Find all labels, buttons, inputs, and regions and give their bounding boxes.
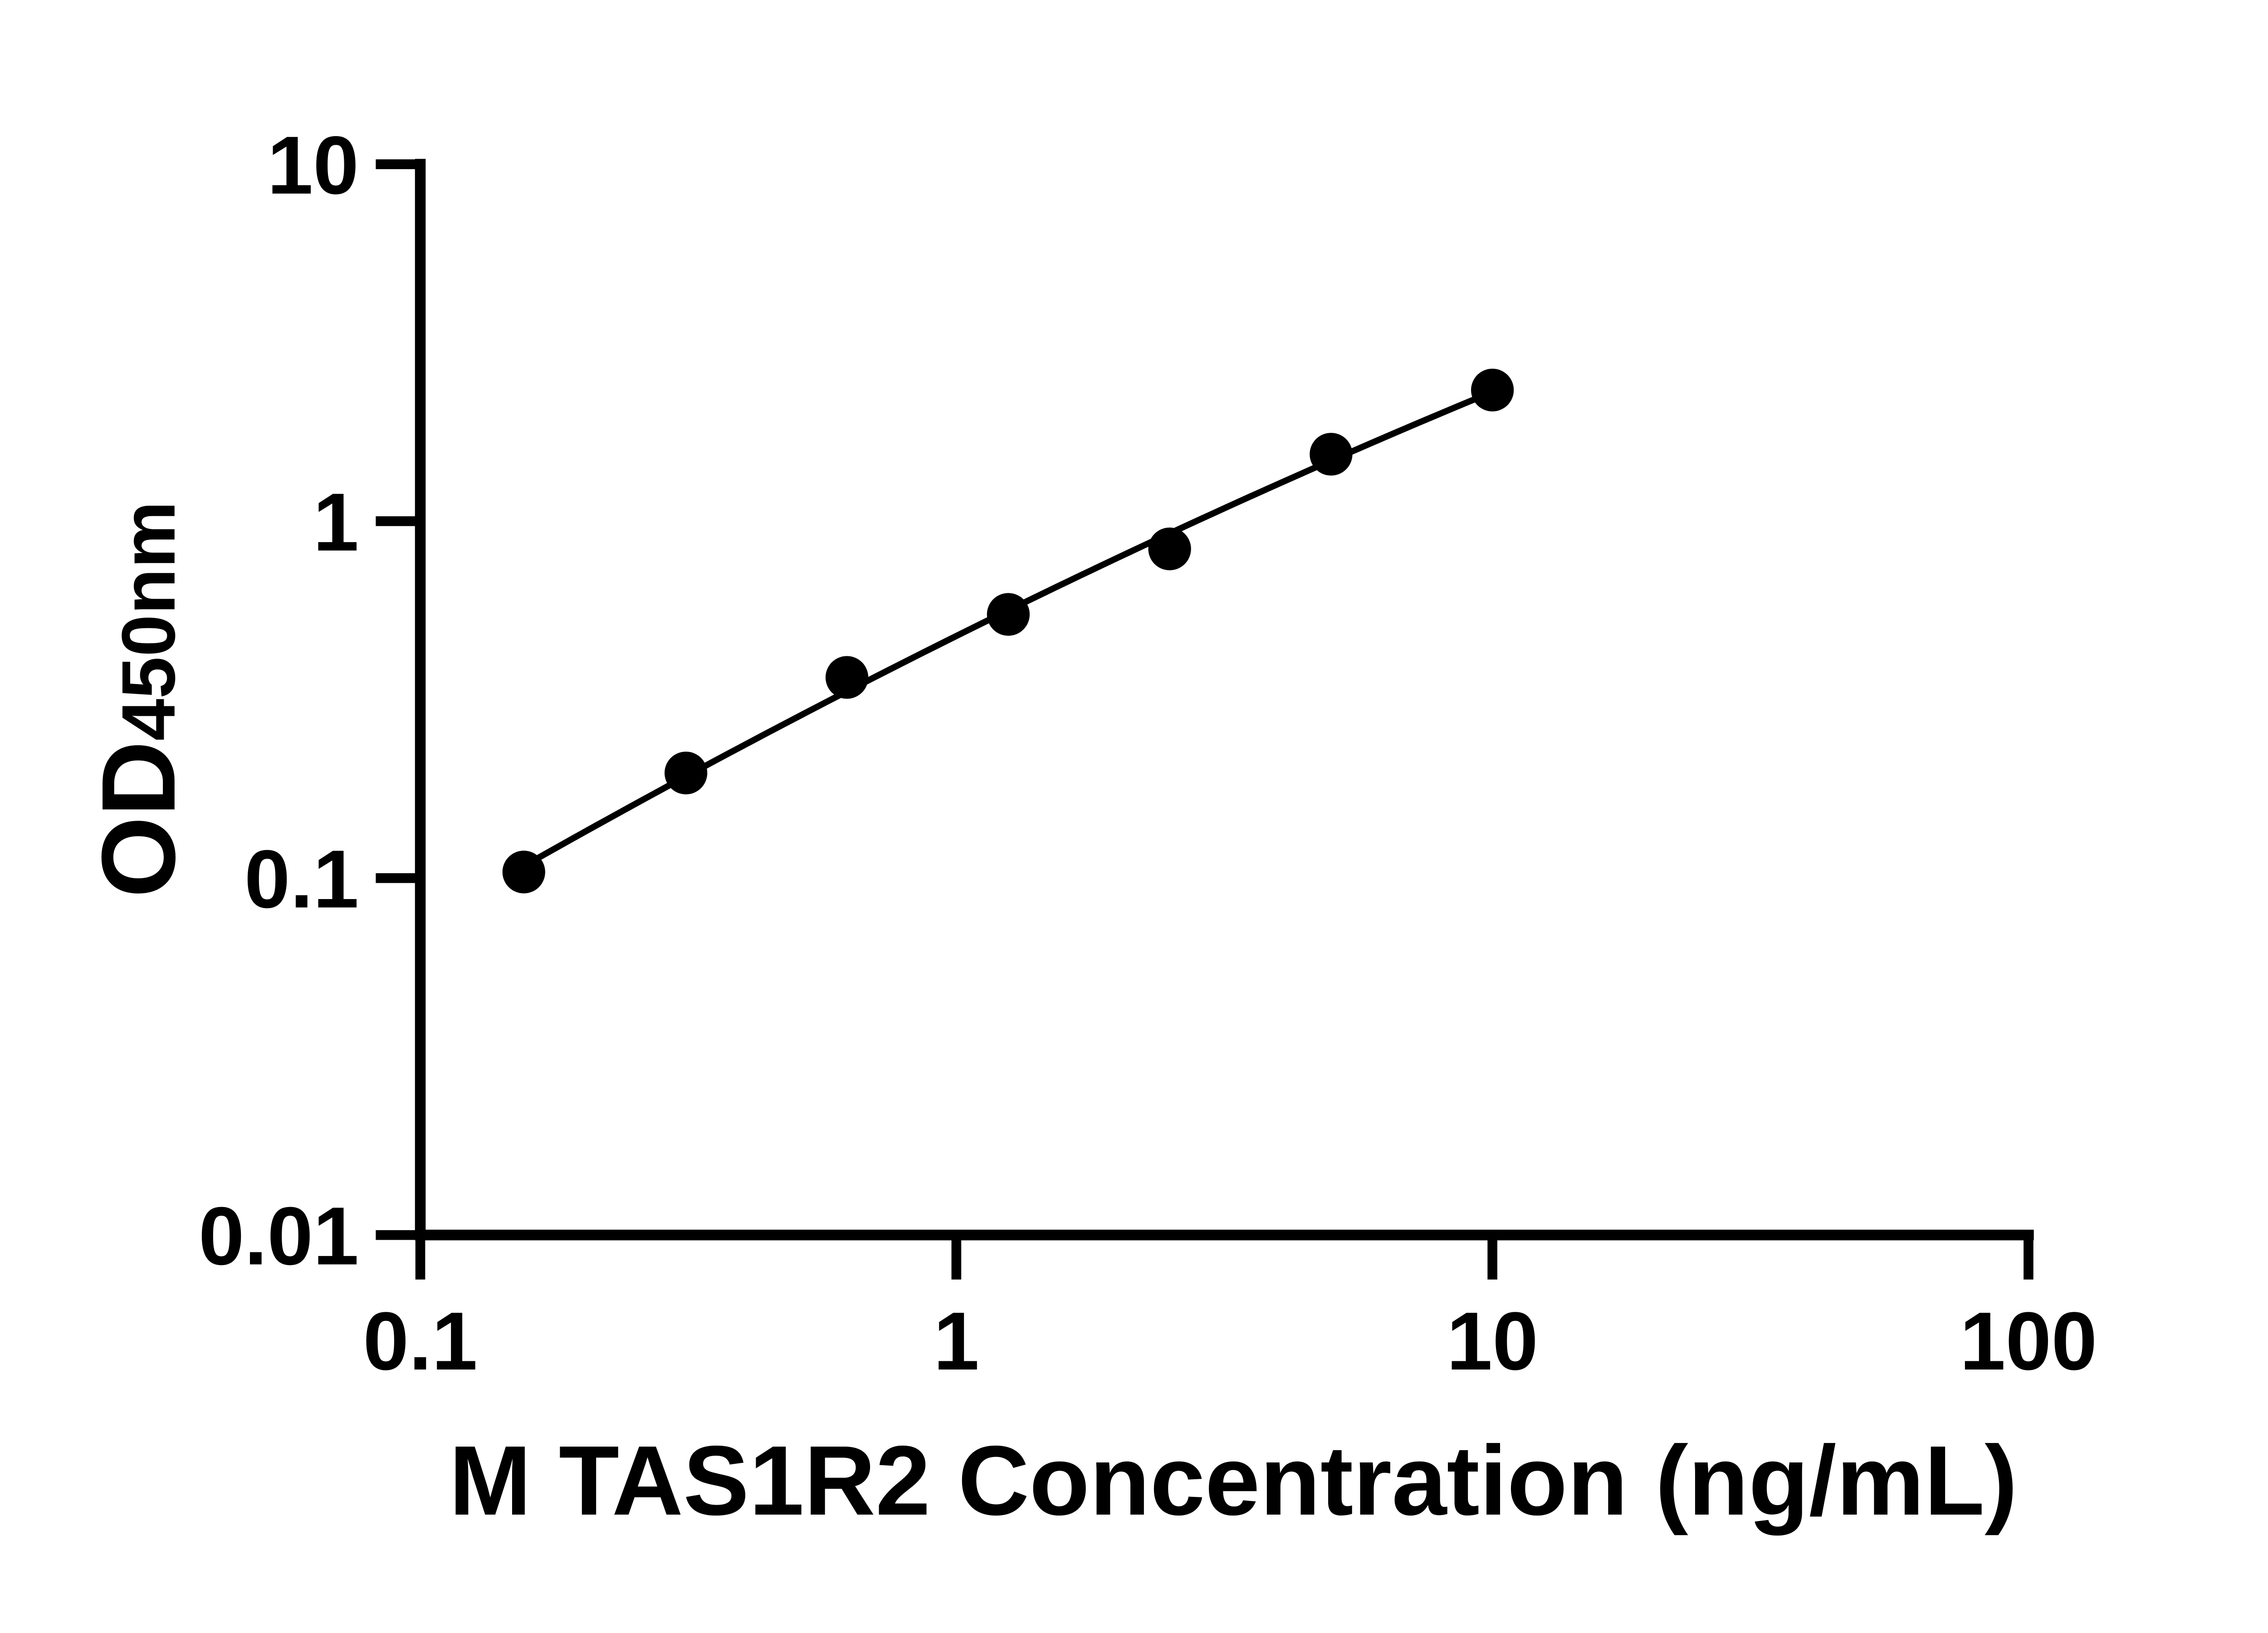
y-axis-title-subscript: 450nm <box>107 501 191 741</box>
y-axis-title: OD450nm <box>80 501 197 898</box>
data-point <box>1471 368 1514 411</box>
x-tick-label: 100 <box>1960 1296 2097 1387</box>
y-tick-label: 0.1 <box>244 834 359 925</box>
y-axis-title-main: OD <box>80 741 197 898</box>
axis-spine <box>415 159 2034 1241</box>
data-point <box>665 751 708 795</box>
y-tick-label: 1 <box>313 477 359 568</box>
x-tick-label: 1 <box>934 1296 979 1387</box>
y-tick-label: 0.01 <box>199 1190 359 1282</box>
x-tick-label: 10 <box>1447 1296 1538 1387</box>
x-axis-title: M TAS1R2 Concentration (ng/mL) <box>449 1426 2018 1536</box>
data-point <box>1148 527 1191 571</box>
data-point <box>502 851 545 894</box>
x-tick-label: 0.1 <box>363 1296 477 1387</box>
data-point <box>1310 433 1353 476</box>
data-point <box>825 656 869 699</box>
data-point <box>987 593 1030 636</box>
y-tick-label: 10 <box>267 120 359 211</box>
